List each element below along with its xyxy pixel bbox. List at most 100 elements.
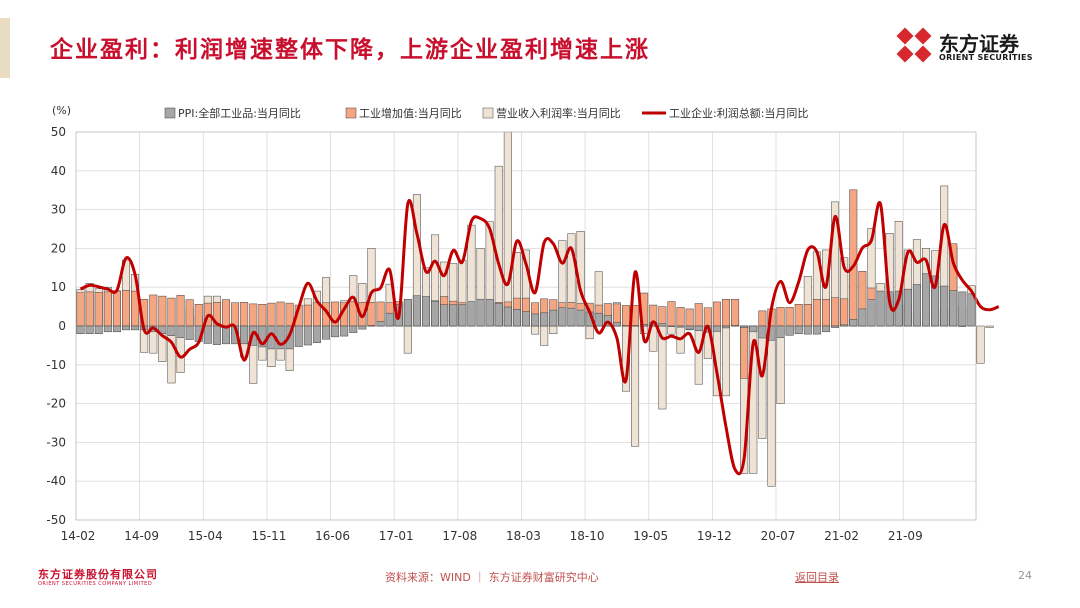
y-tick-label: -50: [46, 513, 66, 527]
bar-ppi: [440, 304, 449, 327]
bar-industrial-added-value: [622, 305, 630, 327]
bar-ppi: [367, 325, 376, 327]
bar-ppi: [949, 290, 958, 327]
bar-ppi: [958, 291, 967, 327]
bar-industrial-added-value: [803, 304, 812, 327]
page-number: 24: [1018, 569, 1032, 582]
bar-ppi: [622, 325, 630, 327]
bar-ppi: [85, 325, 94, 335]
bar-ppi: [803, 325, 812, 335]
bar-ppi: [312, 325, 321, 343]
bar-industrial-added-value: [240, 302, 249, 327]
bar-industrial-added-value: [158, 295, 167, 327]
bar-ppi: [812, 325, 821, 335]
bar-industrial-added-value: [731, 298, 740, 327]
y-tick-label: -20: [46, 397, 66, 411]
bar-ppi: [758, 325, 767, 339]
bar-ppi: [185, 325, 194, 340]
bar-industrial-added-value: [85, 291, 94, 327]
bar-ppi: [567, 307, 576, 327]
x-tick-label: 21-02: [824, 529, 859, 543]
bar-revenue-margin: [403, 325, 412, 354]
title-accent-bar: [0, 18, 10, 78]
bar-revenue-margin: [531, 325, 540, 335]
bar-ppi: [676, 325, 685, 328]
profit-growth-chart: 50 40 30 20 10 0 -10 -20 -30 -40 -50 14-02 14-09 15-0…: [46, 104, 1000, 543]
x-tick-label: 14-09: [124, 529, 159, 543]
bar-industrial-added-value: [103, 291, 112, 327]
bar-ppi: [558, 307, 567, 327]
bar-industrial-added-value: [694, 303, 703, 327]
x-tick-label: 19-12: [697, 529, 732, 543]
bar-ppi: [122, 325, 130, 331]
bar-industrial-added-value: [303, 304, 312, 327]
bar-industrial-added-value: [258, 304, 267, 327]
bar-industrial-added-value: [231, 302, 240, 327]
bar-revenue-margin: [767, 325, 776, 487]
chart-bars: [76, 131, 994, 487]
bar-ppi: [694, 325, 703, 331]
bar-industrial-added-value: [122, 290, 130, 327]
bar-ppi: [222, 325, 230, 345]
back-to-contents-link[interactable]: 返回目录: [795, 571, 839, 584]
bar-revenue-margin: [494, 165, 503, 327]
bar-ppi: [531, 313, 540, 327]
bar-ppi: [876, 290, 885, 327]
bar-industrial-added-value: [794, 304, 803, 327]
chart-axes: 50 40 30 20 10 0 -10 -20 -30 -40 -50 14-02 14-09 15-0…: [46, 125, 977, 543]
bar-ppi: [576, 309, 585, 327]
y-tick-label: 40: [51, 164, 66, 178]
bar-revenue-margin: [985, 325, 994, 328]
bar-ppi: [940, 285, 949, 327]
y-tick-label: -30: [46, 435, 66, 449]
footer-company-name: 东方证券股份有限公司: [38, 568, 158, 581]
bar-ppi: [358, 325, 367, 330]
chart-legend: PPI:全部工业品:当月同比 工业增加值:当月同比 营业收入利润率:当月同比 工业企业…: [164, 106, 808, 120]
legend-swatch: [345, 107, 357, 119]
bar-industrial-added-value: [812, 298, 821, 327]
bar-ppi: [722, 325, 730, 329]
bar-industrial-added-value: [285, 302, 294, 327]
bar-industrial-added-value: [776, 307, 785, 327]
bar-ppi: [640, 324, 649, 327]
bar-ppi: [794, 325, 803, 335]
y-tick-label: 20: [51, 241, 66, 255]
y-tick-label: 50: [51, 125, 66, 139]
bar-ppi: [385, 312, 394, 327]
bar-industrial-added-value: [840, 298, 849, 327]
bar-ppi: [749, 325, 758, 333]
bar-ppi: [503, 306, 512, 327]
bar-industrial-added-value: [849, 189, 858, 327]
bar-industrial-added-value: [712, 301, 721, 327]
bar-ppi: [867, 299, 876, 327]
legend-swatch: [482, 107, 494, 119]
bar-revenue-margin: [667, 325, 676, 335]
bar-revenue-margin: [758, 325, 767, 439]
bar-industrial-added-value: [149, 294, 158, 327]
bar-ppi: [412, 295, 421, 327]
x-tick-label: 17-01: [379, 529, 414, 543]
bar-industrial-added-value: [222, 299, 230, 327]
bar-ppi: [840, 324, 849, 327]
bar-ppi: [449, 304, 458, 327]
x-tick-label: 15-04: [188, 529, 223, 543]
bar-revenue-margin: [503, 131, 512, 327]
bar-ppi: [731, 325, 740, 327]
legend-label: PPI:全部工业品:当月同比: [178, 106, 301, 120]
bar-industrial-added-value: [267, 302, 276, 327]
bar-ppi: [176, 325, 185, 338]
legend-label: 工业增加值:当月同比: [359, 106, 462, 120]
bar-industrial-added-value: [94, 291, 103, 327]
bar-ppi: [322, 325, 330, 340]
bar-revenue-margin: [722, 325, 730, 397]
y-tick-label: 10: [51, 280, 66, 294]
x-tick-label: 19-05: [633, 529, 668, 543]
y-tick-label: 0: [58, 319, 66, 333]
bar-industrial-added-value: [249, 303, 258, 327]
bar-industrial-added-value: [667, 301, 676, 327]
bar-industrial-added-value: [112, 290, 121, 327]
bar-industrial-added-value: [367, 302, 376, 327]
bar-ppi: [76, 325, 85, 335]
bar-industrial-added-value: [658, 306, 667, 327]
legend-label: 工业企业:利润总额:当月同比: [669, 106, 808, 120]
